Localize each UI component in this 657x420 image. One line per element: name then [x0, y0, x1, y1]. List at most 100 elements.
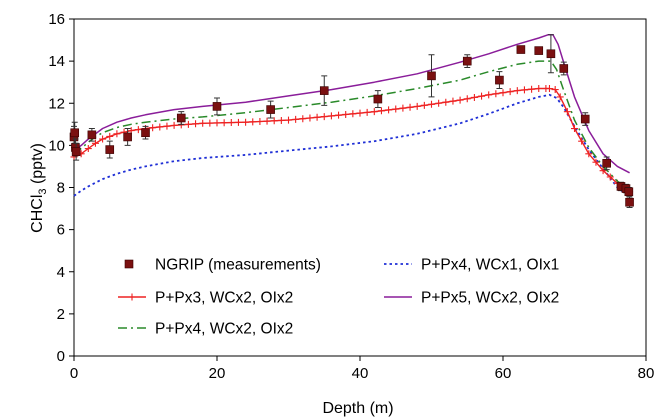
y-tick-label: 4 [57, 264, 65, 281]
series-point [349, 110, 357, 118]
y-axis-label: CHCl3 (pptv) [29, 143, 49, 233]
measurement-point [373, 90, 383, 108]
measurement-marker [176, 113, 186, 123]
series-point [220, 119, 228, 127]
series-point [242, 118, 250, 126]
series-point [199, 119, 207, 127]
measurement-marker [87, 130, 97, 140]
measurement-marker [71, 147, 81, 156]
series-point [551, 86, 559, 94]
series-layer [70, 34, 634, 198]
series-1 [73, 93, 631, 198]
measurement-point [580, 112, 590, 126]
series-point [413, 102, 421, 110]
series-point [363, 108, 371, 116]
measurement-marker [495, 75, 504, 85]
series-point [470, 93, 478, 101]
series-line [73, 34, 630, 174]
x-tick-label: 20 [209, 365, 226, 382]
measurement-point [624, 187, 634, 197]
series-point [270, 117, 278, 125]
measurement-marker [516, 45, 526, 54]
series-point [506, 88, 514, 96]
measurement-marker [105, 145, 115, 154]
series-point [478, 92, 486, 100]
y-axis-label-main: CHCl [29, 195, 46, 233]
series-point [578, 137, 586, 145]
series-point [585, 150, 593, 158]
series-point [299, 115, 307, 123]
legend-label: P+Px3, WCx2, OIx2 [155, 290, 293, 307]
series-point [156, 123, 164, 131]
series-point [91, 139, 99, 147]
y-tick-label: 0 [57, 348, 65, 365]
measurement-marker [462, 56, 472, 66]
series-point [285, 116, 292, 124]
series-point [234, 118, 242, 126]
measurement-point [176, 111, 186, 125]
series-line [73, 93, 631, 198]
series-point [342, 110, 350, 118]
legend-item: P+Px4, WCx2, OIx2 [118, 321, 293, 338]
y-tick-label: 16 [48, 11, 65, 28]
series-point [492, 90, 500, 98]
series-point [134, 126, 142, 134]
series-point [571, 125, 578, 133]
measurement-point [123, 128, 132, 146]
measurement-layer [69, 34, 634, 209]
measurement-point [616, 181, 626, 192]
measurement-point [516, 45, 526, 54]
legend-label: P+Px4, WCx2, OIx2 [155, 321, 293, 338]
legend-label: P+Px5, WCx2, OIx2 [421, 290, 559, 307]
measurement-marker [123, 132, 132, 142]
measurement-marker [602, 158, 611, 168]
series-point [499, 89, 507, 97]
legend-item: NGRIP (measurements) [124, 257, 321, 274]
series-point [592, 158, 600, 166]
series-point [106, 132, 114, 140]
legend: NGRIP (measurements) P+Px4, WCx1, OIx1 P+P… [118, 257, 559, 338]
legend-item: P+Px3, WCx2, OIx2 [118, 290, 293, 307]
x-tick-label: 0 [70, 365, 78, 382]
series-point [149, 124, 157, 132]
series-point [528, 85, 536, 93]
series-point [206, 119, 214, 127]
series-point [263, 117, 271, 125]
series-point [170, 121, 178, 129]
legend-item: P+Px4, WCx1, OIx1 [384, 257, 559, 274]
series-point [456, 96, 464, 104]
series-point [113, 130, 121, 138]
series-point [313, 113, 321, 121]
measurement-point [534, 46, 544, 55]
x-tick-label: 40 [352, 365, 369, 382]
measurement-marker [559, 64, 569, 73]
series-point [277, 116, 285, 124]
y-axis-label-subscript: 3 [37, 189, 49, 195]
y-tick-label: 2 [57, 306, 65, 323]
series-point [370, 108, 378, 116]
series-point [420, 101, 428, 109]
legend-item: P+Px5, WCx2, OIx2 [384, 290, 559, 307]
series-point [406, 103, 414, 111]
measurement-marker [534, 46, 544, 55]
measurement-point [319, 75, 329, 106]
measurement-marker [625, 197, 634, 207]
series-point [449, 97, 457, 105]
measurement-point [559, 61, 569, 76]
y-tick-label: 14 [48, 53, 65, 70]
x-tick-label: 80 [638, 365, 655, 382]
series-point [256, 118, 264, 126]
series-point [599, 167, 607, 175]
series-line [73, 87, 630, 193]
measurement-marker [141, 128, 150, 138]
measurement-point [625, 196, 634, 209]
series-point [327, 112, 335, 120]
series-point [292, 115, 300, 123]
measurement-point [602, 156, 611, 171]
x-axis-label: Depth (m) [322, 400, 393, 417]
y-tick-label: 12 [48, 95, 65, 112]
measurement-marker [427, 71, 436, 81]
measurement-marker [546, 49, 556, 59]
series-point [227, 119, 235, 127]
